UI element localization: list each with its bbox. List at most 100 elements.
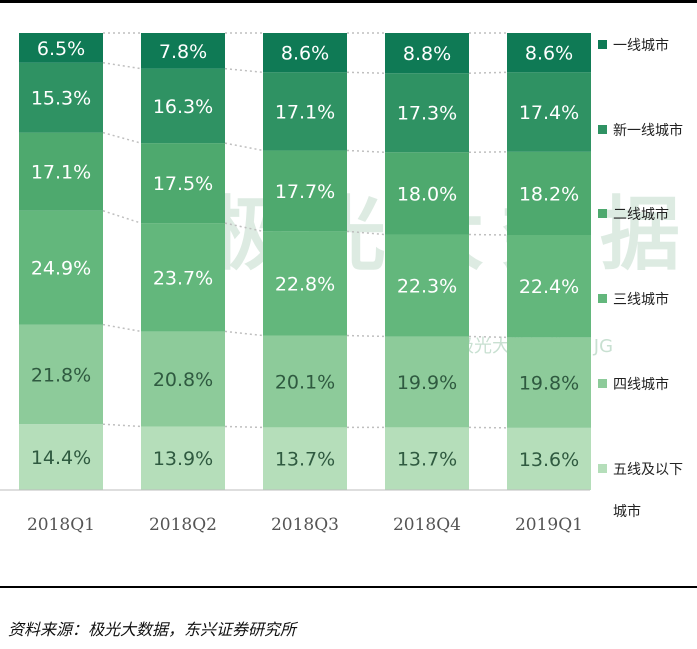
bar-2018Q1-三线城市 [19, 210, 103, 325]
bar-2018Q3-四线城市 [263, 335, 347, 428]
x-tick-2019Q1: 2019Q1 [515, 515, 583, 535]
bar-2018Q2-三线城市 [141, 223, 225, 332]
bar-2018Q4-五线及以下城市 [385, 427, 469, 490]
legend-swatch-新一线城市 [598, 125, 607, 134]
bar-2018Q3-五线及以下城市 [263, 427, 347, 490]
data-label-2019Q1-二线城市: 18.2% [519, 183, 579, 205]
bar-2018Q2-五线及以下城市 [141, 426, 225, 490]
legend-swatch-一线城市 [598, 40, 607, 49]
bar-2018Q2-新一线城市 [141, 68, 225, 144]
data-label-2019Q1-五线及以下城市: 13.6% [519, 449, 579, 471]
data-label-2018Q1-四线城市: 21.8% [31, 364, 91, 386]
bar-segments [19, 33, 591, 490]
bar-2019Q1-一线城市 [507, 33, 591, 73]
data-label-2019Q1-三线城市: 22.4% [519, 276, 579, 298]
x-tick-2018Q2: 2018Q2 [149, 515, 217, 535]
bar-2018Q4-三线城市 [385, 234, 469, 337]
data-label-2018Q2-三线城市: 23.7% [153, 267, 213, 289]
data-label-2018Q3-一线城市: 8.6% [281, 43, 329, 65]
bar-2018Q1-四线城市 [19, 324, 103, 425]
bar-2018Q1-五线及以下城市 [19, 424, 103, 490]
data-label-2018Q3-二线城市: 17.7% [275, 181, 335, 203]
data-label-2018Q1-新一线城市: 15.3% [31, 88, 91, 110]
connector-二线城市-1 [224, 142, 264, 152]
data-label-2018Q4-二线城市: 18.0% [397, 183, 457, 205]
x-tick-2018Q4: 2018Q4 [393, 515, 461, 535]
data-label-2018Q4-四线城市: 19.9% [397, 372, 457, 394]
data-label-2018Q2-五线及以下城市: 13.9% [153, 448, 213, 470]
bar-2018Q4-二线城市 [385, 152, 469, 235]
legend-label-四线城市: 四线城市 [613, 376, 669, 393]
bar-2018Q3-三线城市 [263, 231, 347, 336]
x-tick-2018Q1: 2018Q1 [27, 515, 95, 535]
bar-2019Q1-五线及以下城市 [507, 427, 591, 490]
connector-四线城市-1 [224, 330, 264, 337]
connector-二线城市-0 [102, 131, 142, 144]
data-label-2018Q1-二线城市: 17.1% [31, 162, 91, 184]
bar-2019Q1-三线城市 [507, 234, 591, 338]
data-labels: 14.4% 13.9% 13.7% 13.7% 13.6% 21.8% 20.8% 20.1%… [31, 38, 579, 471]
connector-五线及以下城市-1 [224, 425, 264, 429]
data-label-2019Q1-一线城市: 8.6% [525, 43, 573, 65]
connector-新一线城市-3 [468, 71, 508, 74]
bar-2018Q2-一线城市 [141, 33, 225, 69]
legend-swatch-五线及以下城市 [598, 464, 607, 473]
data-label-2018Q1-三线城市: 24.9% [31, 258, 91, 280]
data-label-2018Q4-三线城市: 22.3% [397, 275, 457, 297]
data-label-2018Q1-五线及以下城市: 14.4% [31, 447, 91, 469]
legend-swatch-四线城市 [598, 379, 607, 388]
data-label-2018Q3-新一线城市: 17.1% [275, 101, 335, 123]
connector-三线城市-0 [102, 210, 142, 224]
data-label-2018Q4-一线城市: 8.8% [403, 43, 451, 65]
bar-2018Q4-四线城市 [385, 336, 469, 428]
x-tick-labels: 2018Q1 2018Q2 2018Q3 2018Q4 2019Q1 [27, 515, 583, 535]
legend-label-三线城市: 三线城市 [613, 291, 669, 308]
bar-2019Q1-二线城市 [507, 151, 591, 235]
data-label-2018Q2-二线城市: 17.5% [153, 173, 213, 195]
legend-swatch-三线城市 [598, 294, 607, 303]
bar-2018Q1-新一线城市 [19, 62, 103, 133]
connector-四线城市-0 [102, 323, 142, 333]
connector-五线及以下城市-0 [102, 423, 142, 428]
connector-三线城市-1 [224, 222, 264, 233]
bar-2018Q3-新一线城市 [263, 72, 347, 151]
legend-label-二线城市: 二线城市 [613, 206, 669, 223]
stacked-bar-chart: 14.4% 13.9% 13.7% 13.7% 13.6% 21.8% 20.8% 20.1%… [0, 32, 683, 535]
data-label-2019Q1-新一线城市: 17.4% [519, 102, 579, 124]
data-label-2018Q3-四线城市: 20.1% [275, 371, 335, 393]
x-tick-2018Q3: 2018Q3 [271, 515, 339, 535]
bar-2018Q1-一线城市 [19, 33, 103, 63]
bar-2018Q3-二线城市 [263, 150, 347, 232]
data-label-2018Q1-一线城市: 6.5% [37, 38, 85, 60]
data-label-2018Q2-新一线城市: 16.3% [153, 96, 213, 118]
bar-2018Q2-二线城市 [141, 143, 225, 224]
bar-2019Q1-新一线城市 [507, 72, 591, 152]
data-label-2018Q2-一线城市: 7.8% [159, 41, 207, 63]
data-label-2018Q3-五线及以下城市: 13.7% [275, 449, 335, 471]
bar-2018Q3-一线城市 [263, 33, 347, 73]
connector-三线城市-2 [346, 230, 386, 236]
legend-label-五线及以下城市: 五线及以下 [613, 462, 683, 478]
legend-label-新一线城市: 新一线城市 [613, 122, 683, 139]
source-note: 资料来源：极光大数据，东兴证券研究所 [8, 620, 297, 639]
bar-2018Q2-四线城市 [141, 331, 225, 427]
bar-2019Q1-四线城市 [507, 337, 591, 428]
bar-2018Q4-新一线城市 [385, 73, 469, 153]
bar-2018Q1-二线城市 [19, 132, 103, 211]
bar-2018Q4-一线城市 [385, 33, 469, 74]
top-rule [0, 0, 697, 3]
bottom-rule [0, 586, 697, 588]
series-connector-lines [102, 32, 508, 429]
data-label-2018Q4-新一线城市: 17.3% [397, 103, 457, 125]
connector-四线城市-2 [346, 334, 386, 338]
legend-label-一线城市: 一线城市 [613, 37, 669, 54]
data-label-2018Q4-五线及以下城市: 13.7% [397, 449, 457, 471]
connector-新一线城市-1 [224, 67, 264, 74]
data-label-2019Q1-四线城市: 19.8% [519, 373, 579, 395]
connector-新一线城市-0 [102, 61, 142, 70]
legend-swatch-二线城市 [598, 209, 607, 218]
data-label-2018Q2-四线城市: 20.8% [153, 369, 213, 391]
connector-新一线城市-2 [346, 71, 386, 74]
data-label-2018Q3-三线城市: 22.8% [275, 273, 335, 295]
